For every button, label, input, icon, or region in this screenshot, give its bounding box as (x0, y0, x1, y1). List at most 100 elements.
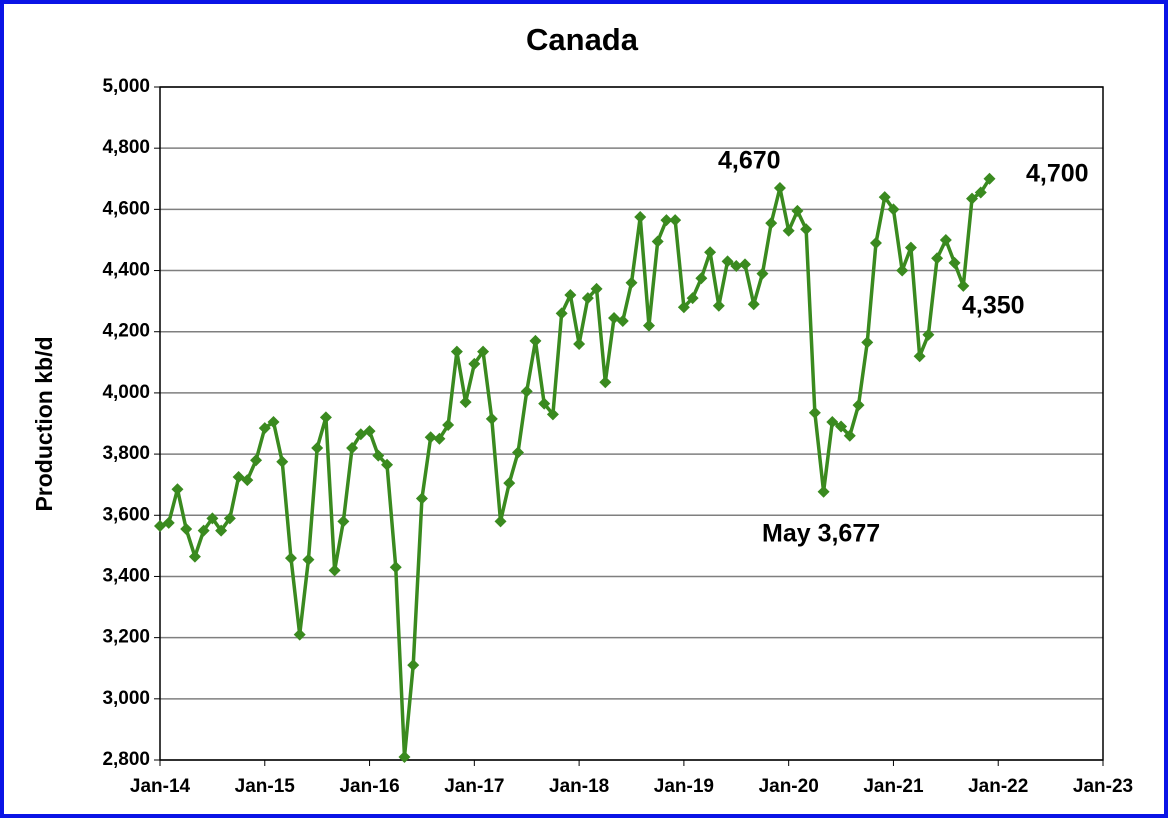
y-tick-label: 5,000 (102, 76, 150, 97)
data-point (206, 512, 219, 525)
data-point (485, 412, 498, 425)
data-point (171, 483, 184, 496)
data-point (922, 328, 935, 341)
data-point (337, 515, 350, 528)
x-tick-label: Jan-21 (863, 776, 924, 797)
y-tick-label: 3,200 (102, 627, 150, 648)
data-point (634, 211, 647, 224)
annotation: 4,670 (718, 147, 781, 175)
x-tick-label: Jan-15 (235, 776, 296, 797)
data-point (704, 246, 717, 259)
data-point (241, 474, 254, 487)
data-point (730, 259, 743, 272)
data-point (782, 224, 795, 237)
data-point (372, 449, 385, 462)
data-point (791, 204, 804, 217)
data-point (581, 292, 594, 305)
data-point (503, 477, 516, 490)
data-point (223, 512, 236, 525)
data-point (800, 223, 813, 236)
data-point (773, 181, 786, 194)
data-point (564, 289, 577, 302)
y-tick-label: 3,800 (102, 443, 150, 464)
data-point (747, 298, 760, 311)
x-tick-label: Jan-22 (968, 776, 1028, 797)
data-point (712, 299, 725, 312)
data-point (625, 276, 638, 289)
data-point (546, 408, 559, 421)
data-point (293, 628, 306, 641)
data-point (826, 415, 839, 428)
data-point (739, 258, 752, 271)
data-point (843, 429, 856, 442)
y-tick-label: 4,200 (102, 321, 150, 342)
data-point (966, 192, 979, 205)
data-point (284, 552, 297, 565)
y-tick-label: 4,400 (102, 260, 150, 281)
data-point (808, 406, 821, 419)
data-point (555, 307, 568, 320)
x-tick-label: Jan-16 (339, 776, 399, 797)
data-point (852, 399, 865, 412)
data-point (756, 267, 769, 280)
data-point (346, 441, 359, 454)
data-point (319, 411, 332, 424)
data-point (590, 282, 603, 295)
data-point (538, 397, 551, 410)
data-point (721, 255, 734, 268)
y-tick-label: 4,600 (102, 198, 150, 219)
data-point (407, 659, 420, 672)
data-point (931, 252, 944, 265)
series-line (159, 177, 991, 759)
data-point (974, 186, 987, 199)
data-point (468, 357, 481, 370)
data-point (835, 420, 848, 433)
data-point (669, 214, 682, 227)
data-point (363, 425, 376, 438)
data-point (887, 203, 900, 216)
data-point (642, 319, 655, 332)
data-point (162, 516, 175, 529)
data-point (686, 292, 699, 305)
data-point (695, 272, 708, 285)
data-point (328, 564, 341, 577)
data-point (878, 191, 891, 204)
plot-background (160, 87, 1103, 760)
data-point (215, 524, 228, 537)
data-point (494, 515, 507, 528)
data-point (765, 217, 778, 230)
data-point (188, 550, 201, 563)
data-point (250, 454, 263, 467)
data-point (660, 214, 673, 227)
data-point (511, 446, 524, 459)
x-tick-label: Jan-19 (654, 776, 714, 797)
data-point (197, 524, 210, 537)
data-point (302, 553, 315, 566)
data-point (957, 279, 970, 292)
y-tick-label: 4,800 (102, 137, 150, 158)
plot-area: 2,800 3,000 3,200 3,400 3,600 3,800 4,000 4,200… (102, 76, 1133, 797)
y-tick-label: 3,600 (102, 504, 150, 525)
data-point (424, 431, 437, 444)
data-point (817, 485, 830, 498)
x-tick-label: Jan-23 (1073, 776, 1133, 797)
data-point (896, 264, 909, 277)
annotation: 4,350 (962, 292, 1025, 320)
data-point (529, 334, 542, 347)
data-point (258, 422, 271, 435)
y-axis-label: Production kb/d (31, 336, 57, 511)
data-point (442, 419, 455, 432)
data-point (948, 256, 961, 269)
data-point (311, 441, 324, 454)
x-tick-label: Jan-14 (130, 776, 191, 797)
y-tick-label: 3,400 (102, 565, 150, 586)
data-point (381, 458, 394, 471)
x-tick-label: Jan-17 (444, 776, 504, 797)
data-point (904, 241, 917, 254)
chart-title: Canada (526, 22, 639, 57)
x-tick-label: Jan-20 (759, 776, 819, 797)
data-point (415, 492, 428, 505)
data-point (983, 172, 996, 185)
data-point (398, 750, 411, 763)
